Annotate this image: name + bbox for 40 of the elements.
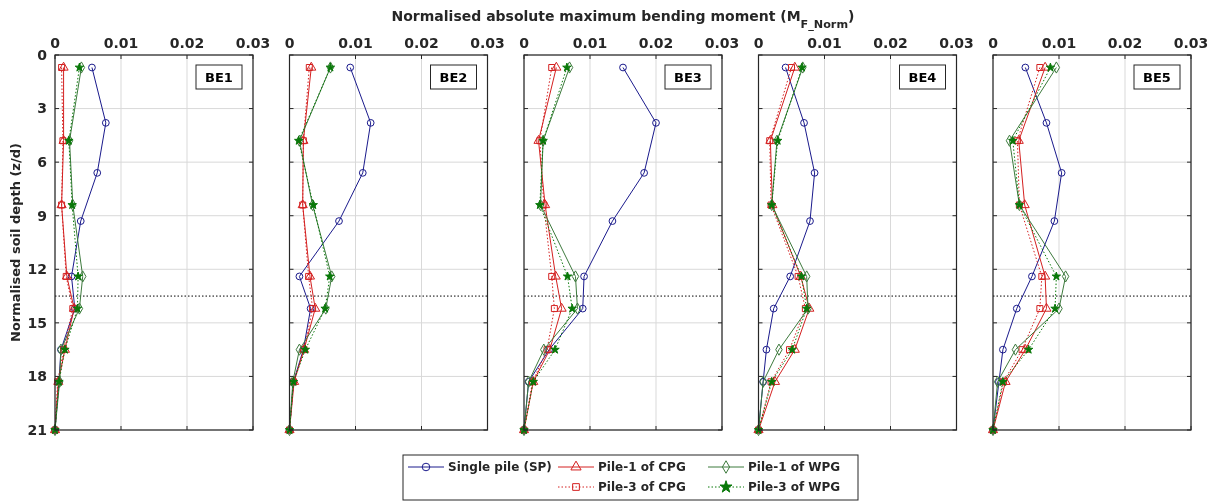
x-tick-label: 0.03 [704, 35, 740, 51]
x-tick-label: 0 [519, 35, 530, 51]
x-tick-label: 0 [50, 35, 61, 51]
legend-label: Pile-3 of CPG [598, 480, 686, 495]
y-tick-label: 12 [27, 261, 47, 278]
x-tick-label: 0.02 [1107, 35, 1143, 51]
x-tick-label: 0 [284, 35, 295, 51]
x-tick-label: 0.03 [939, 35, 974, 51]
legend-label: Pile-1 of WPG [748, 460, 841, 475]
x-tick-label: 0.02 [873, 35, 908, 51]
y-tick-label: 0 [37, 46, 48, 63]
x-tick-label: 0.01 [807, 35, 842, 51]
legend-label: Pile-3 of WPG [748, 480, 841, 495]
legend-label: Single pile (SP) [448, 460, 552, 475]
x-tick-label: 0.01 [1041, 35, 1077, 51]
y-tick-label: 3 [37, 100, 47, 117]
y-axis-title: Normalised soil depth (z/d) [8, 143, 23, 342]
y-tick-label: 6 [37, 154, 47, 171]
annotation: BE5 [1143, 69, 1171, 85]
x-tick-label: 0.02 [404, 35, 439, 51]
x-tick-label: 0.01 [338, 35, 373, 51]
x-tick-label: 0.03 [1173, 35, 1209, 51]
y-tick-label: 21 [27, 421, 47, 438]
annotation: BE2 [439, 69, 468, 85]
y-tick-label: 18 [27, 368, 47, 385]
x-tick-label: 0.01 [103, 35, 139, 51]
x-tick-label: 0 [753, 35, 764, 51]
x-axis-title: Normalised absolute maximum bending moment (M$_{F_Norm}$) [391, 8, 855, 31]
annotation: BE4 [908, 69, 937, 85]
x-tick-label: 0.02 [169, 35, 205, 51]
x-tick-label: 0.03 [470, 35, 505, 51]
y-tick-label: 9 [37, 207, 47, 224]
x-tick-label: 0.02 [638, 35, 674, 51]
annotation: BE1 [205, 69, 233, 85]
x-tick-label: 0.03 [235, 35, 271, 51]
annotation: BE3 [674, 69, 702, 85]
y-tick-label: 15 [27, 314, 47, 331]
x-tick-label: 0.01 [572, 35, 608, 51]
x-tick-label: 0 [988, 35, 999, 51]
legend-label: Pile-1 of CPG [598, 460, 686, 475]
